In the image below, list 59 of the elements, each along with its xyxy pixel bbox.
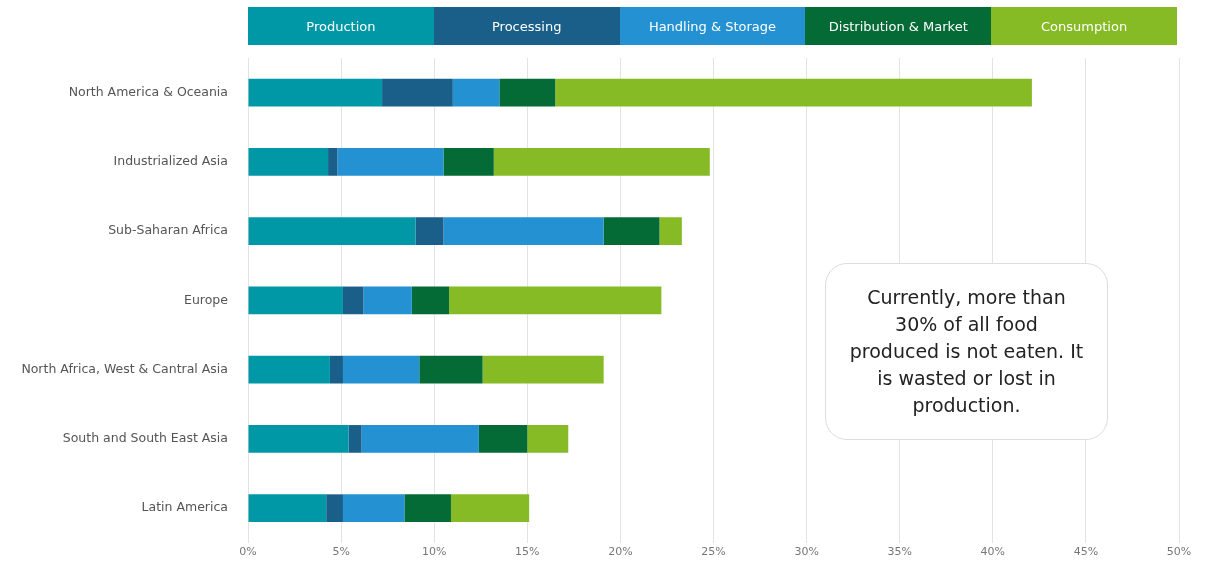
bar xyxy=(337,148,444,176)
bar xyxy=(443,148,494,176)
bar xyxy=(382,78,453,107)
bar xyxy=(248,217,416,245)
bar xyxy=(348,425,362,453)
bar xyxy=(329,355,343,384)
bar xyxy=(248,286,343,315)
x-tick-label: 0% xyxy=(239,545,257,559)
bar xyxy=(326,494,343,523)
bar xyxy=(411,286,450,315)
x-tick-label: 40% xyxy=(980,545,1006,559)
bar xyxy=(248,494,327,523)
y-tick-label: South and South East Asia xyxy=(62,430,228,446)
bar xyxy=(493,148,710,176)
bar xyxy=(450,494,530,523)
bar xyxy=(527,425,569,453)
bar xyxy=(603,217,660,245)
x-tick-label: 30% xyxy=(794,545,819,559)
bar xyxy=(499,78,556,107)
bar xyxy=(555,78,1032,107)
bar xyxy=(659,217,682,245)
x-tick-label: 45% xyxy=(1073,545,1099,559)
bar xyxy=(342,286,364,315)
x-tick-label: 50% xyxy=(1166,545,1192,559)
text: Production xyxy=(248,7,434,45)
y-tick-label: Sub-Saharan Africa xyxy=(108,222,228,238)
bar xyxy=(478,425,528,453)
x-tick-label: 5% xyxy=(332,545,350,559)
bar xyxy=(342,355,420,384)
bar xyxy=(415,217,444,245)
text: Handling & Storage xyxy=(619,7,806,45)
text: Processing xyxy=(433,7,620,45)
bar xyxy=(452,78,500,107)
y-tick-label: North Africa, West & Cantral Asia xyxy=(21,360,228,376)
bar xyxy=(248,78,383,107)
bar xyxy=(342,494,405,523)
bar xyxy=(449,286,662,315)
bar xyxy=(328,148,338,176)
x-tick-label: 15% xyxy=(515,545,540,559)
bar xyxy=(361,425,479,453)
bar xyxy=(404,494,451,523)
y-tick-label: North America & Oceania xyxy=(68,83,228,99)
bar xyxy=(363,286,412,315)
x-tick-label: 10% xyxy=(421,545,447,559)
x-tick-label: 20% xyxy=(608,545,633,559)
text: Consumption xyxy=(991,7,1177,45)
y-tick-label: Industrialized Asia xyxy=(113,153,228,169)
x-tick-label: 25% xyxy=(701,545,726,559)
callout-box: Currently, more than 30% of all food produced is not eaten. It is wasted or lost in production. xyxy=(825,263,1108,440)
bar xyxy=(443,217,604,245)
bar xyxy=(248,425,349,453)
text: Distribution & Market xyxy=(805,7,992,45)
bar xyxy=(482,355,604,384)
x-tick-label: 35% xyxy=(887,545,912,559)
bar xyxy=(419,355,483,384)
bar xyxy=(248,355,330,384)
y-tick-label: Latin America xyxy=(141,499,228,515)
bar xyxy=(248,148,329,176)
y-tick-label: Europe xyxy=(184,291,229,307)
